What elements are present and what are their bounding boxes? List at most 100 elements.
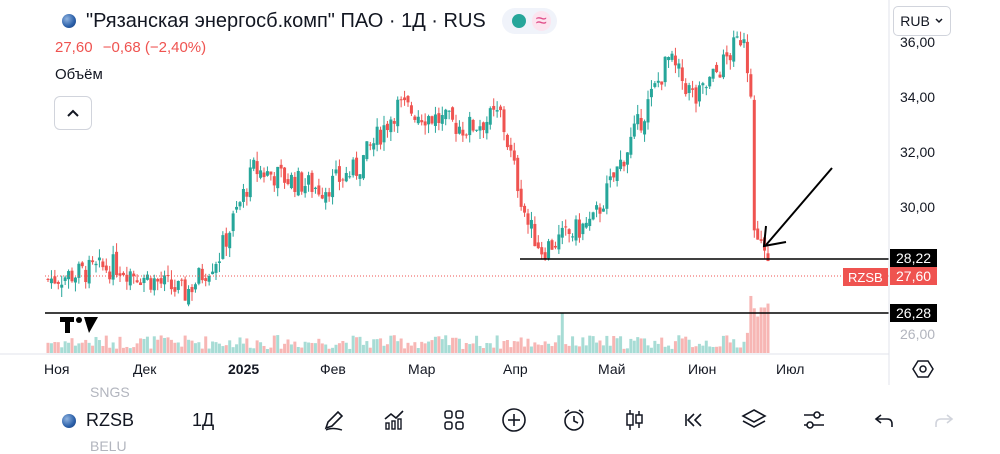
- candle-body: [653, 83, 657, 87]
- volume-bar: [406, 342, 410, 353]
- volume-bar: [745, 332, 749, 353]
- candle-body: [526, 213, 530, 225]
- bottom-symbol[interactable]: RZSB: [62, 410, 134, 431]
- candle-body: [540, 247, 544, 255]
- currency-select[interactable]: RUB: [893, 6, 951, 36]
- volume-bar: [91, 345, 95, 353]
- candle-body: [348, 176, 352, 178]
- candle-body: [91, 260, 95, 263]
- price-chart[interactable]: [0, 0, 1000, 385]
- volume-bar: [461, 348, 465, 353]
- chart-header: "Рязанская энергосб.комп" ПАО · 1Д · RUS…: [62, 8, 557, 34]
- volume-bar: [361, 344, 365, 353]
- alert-clock-icon: [564, 409, 584, 431]
- timeframe-button[interactable]: 1Д: [192, 410, 215, 430]
- settings-button[interactable]: [800, 406, 828, 434]
- undo-button[interactable]: [870, 406, 898, 434]
- arrow-annotation[interactable]: [762, 167, 833, 248]
- candle-body: [283, 167, 287, 183]
- volume-bar: [464, 342, 468, 353]
- candle-body: [265, 171, 269, 176]
- candle-body: [550, 240, 554, 250]
- templates-button[interactable]: [440, 406, 468, 434]
- collapse-legend-button[interactable]: [54, 96, 92, 130]
- volume-bar: [152, 336, 156, 353]
- volume-bar: [259, 342, 263, 353]
- candle-body: [423, 121, 427, 126]
- volume-bar: [159, 335, 163, 353]
- candle-body: [214, 264, 218, 273]
- volume-bar: [608, 345, 612, 353]
- volume-bar: [550, 346, 554, 353]
- candle-body: [200, 268, 204, 281]
- candle-body: [111, 254, 115, 280]
- candle-body: [53, 276, 57, 284]
- volume-bar: [351, 335, 355, 353]
- volume-bar: [289, 344, 293, 353]
- candle-body: [481, 122, 485, 131]
- price-axis-label: 34,00: [900, 89, 936, 105]
- watchlist-next-symbol[interactable]: BELU: [90, 438, 127, 454]
- volume-bar: [553, 342, 557, 353]
- candle-body: [169, 279, 173, 290]
- volume-bar: [310, 342, 314, 353]
- candle-body: [310, 172, 314, 192]
- candles-icon: [626, 410, 643, 430]
- volume-bar: [142, 338, 146, 353]
- volume-bar: [375, 339, 379, 353]
- volume-bar: [217, 343, 221, 353]
- chart-settings-button[interactable]: [912, 358, 934, 380]
- price-axis-label: 26,00: [900, 326, 936, 342]
- candle-body: [437, 113, 441, 123]
- volume-bar: [718, 346, 722, 353]
- candle-body: [361, 155, 365, 179]
- candle-body: [523, 205, 527, 213]
- time-axis-label: Июл: [776, 361, 805, 377]
- chart-type-button[interactable]: [620, 406, 648, 434]
- time-axis-label: Мар: [408, 361, 436, 377]
- candle-body: [701, 83, 705, 86]
- volume-legend[interactable]: Объём: [55, 66, 103, 83]
- candle-body: [577, 219, 581, 238]
- redo-button[interactable]: [930, 406, 958, 434]
- status-pill[interactable]: ≈: [501, 8, 557, 34]
- candle-body: [245, 191, 249, 197]
- candle-body: [238, 202, 242, 207]
- candle-body: [252, 159, 256, 169]
- candle-body: [135, 280, 139, 283]
- symbol-title[interactable]: "Рязанская энергосб.комп" ПАО · 1Д · RUS: [86, 9, 486, 32]
- watchlist-prev-symbol[interactable]: SNGS: [90, 384, 130, 400]
- volume-bar: [73, 345, 77, 353]
- candle-body: [444, 109, 448, 120]
- volume-bar: [46, 342, 50, 353]
- add-button[interactable]: [500, 406, 528, 434]
- volume-bar: [670, 348, 674, 353]
- volume-bar: [629, 338, 633, 353]
- candle-body: [413, 116, 417, 120]
- candle-body: [595, 205, 599, 210]
- volume-bar: [235, 344, 239, 353]
- volume-bar: [341, 340, 345, 353]
- indicators-button[interactable]: [380, 406, 408, 434]
- candle-body: [142, 277, 146, 284]
- volume-bar: [231, 347, 235, 353]
- candle-body: [104, 265, 108, 271]
- layers-button[interactable]: [740, 406, 768, 434]
- candle-body: [320, 194, 324, 199]
- candle-body: [163, 275, 167, 285]
- volume-bar: [694, 346, 698, 353]
- volume-bar: [320, 343, 324, 353]
- candle-body: [475, 129, 479, 131]
- indicators-icon: [384, 410, 404, 430]
- candle-body: [697, 85, 701, 102]
- candle-body: [307, 175, 311, 185]
- volume-bar: [704, 340, 708, 353]
- volume-bar: [711, 346, 715, 353]
- candle-body: [533, 223, 537, 247]
- replay-button[interactable]: [680, 406, 708, 434]
- alerts-button[interactable]: [560, 406, 588, 434]
- volume-bar: [495, 335, 499, 353]
- drawing-tools-button[interactable]: [320, 406, 348, 434]
- candle-body: [300, 172, 304, 192]
- exchange-globe-icon: [62, 413, 76, 428]
